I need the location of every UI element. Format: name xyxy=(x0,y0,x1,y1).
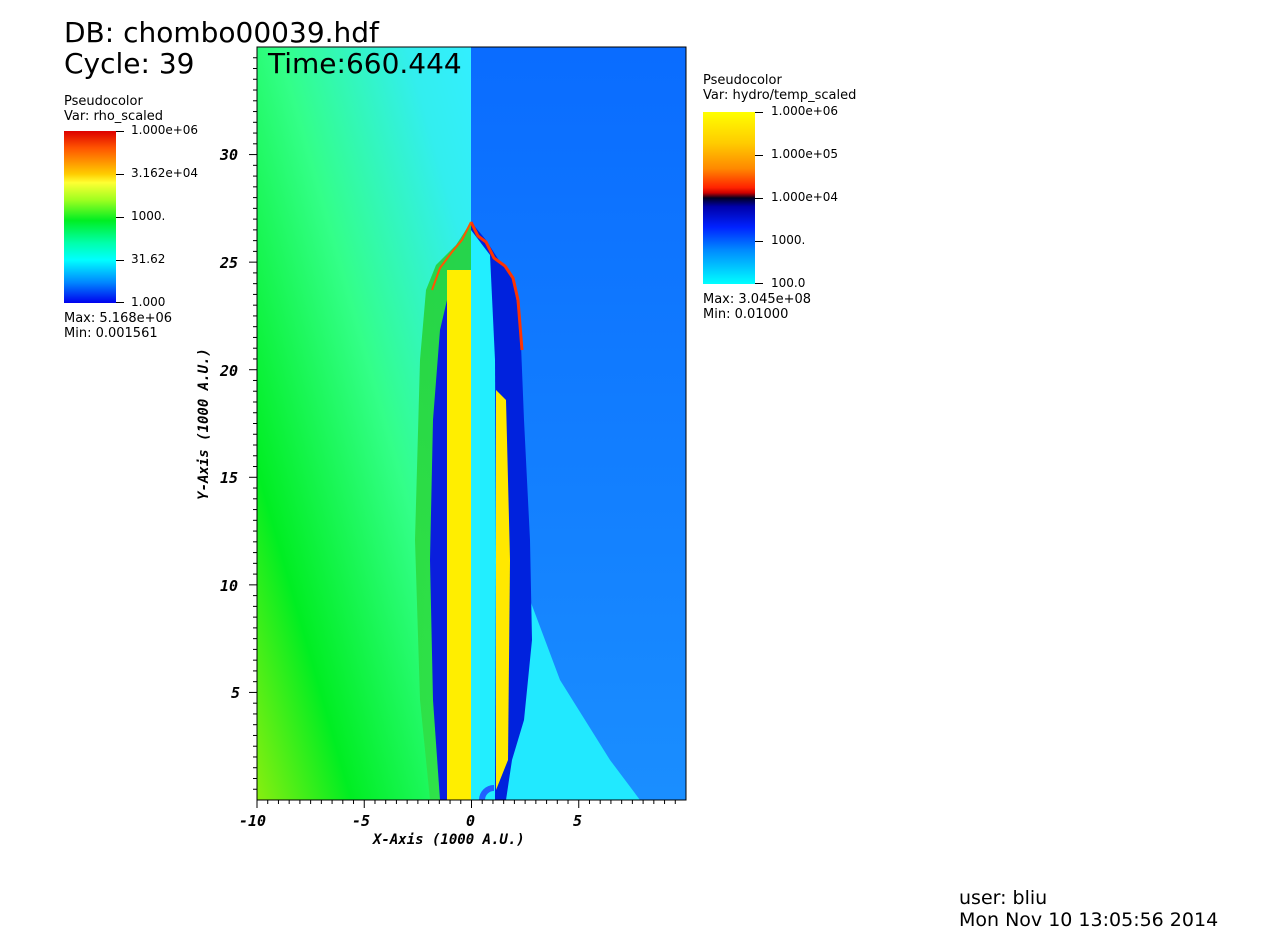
tick-label: 31.62 xyxy=(131,252,166,266)
density-jet-core xyxy=(447,270,471,800)
x-axis-ticks xyxy=(256,800,676,808)
tick-mark xyxy=(755,241,763,242)
tick-label: 1.000 xyxy=(131,295,166,309)
y-tick-label: 25 xyxy=(220,254,239,272)
y-axis-ticks xyxy=(249,57,257,790)
left-legend-max: Max: 5.168e+06 xyxy=(64,311,173,326)
x-axis-title: X-Axis (1000 A.U.) xyxy=(373,832,525,848)
jet-inlet xyxy=(479,785,495,801)
tick-mark xyxy=(116,260,124,261)
tick-mark xyxy=(116,131,124,132)
tick-label: 1.000e+06 xyxy=(771,104,839,118)
x-tick-label: 0 xyxy=(466,812,476,830)
tick-mark xyxy=(116,174,124,175)
tick-mark xyxy=(116,217,124,218)
tick-mark xyxy=(755,155,763,156)
right-legend-var: Var: hydro/temp_scaled xyxy=(703,88,857,103)
y-tick-label: 15 xyxy=(220,469,239,487)
x-tick-label: 5 xyxy=(573,812,583,830)
tick-mark xyxy=(755,283,763,284)
left-colorbar xyxy=(64,131,116,303)
density-shell xyxy=(430,300,447,800)
db-title: DB: chombo00039.hdf xyxy=(64,16,379,49)
y-tick-label: 5 xyxy=(231,684,241,702)
cycle-label: Cycle: 39 xyxy=(64,47,195,80)
y-axis-title: Y-Axis (1000 A.U.) xyxy=(196,348,212,500)
y-tick-label: 10 xyxy=(220,577,239,595)
left-legend-heading: Pseudocolor xyxy=(64,94,143,109)
y-tick-label: 30 xyxy=(220,146,239,164)
bow-shock-tip xyxy=(469,221,524,351)
x-tick-label: -10 xyxy=(239,812,267,830)
tick-label: 1.000e+04 xyxy=(771,190,839,204)
x-tick-label: -5 xyxy=(352,812,371,830)
left-legend-min: Min: 0.001561 xyxy=(64,326,158,341)
tick-mark xyxy=(755,112,763,113)
y-tick-label: 20 xyxy=(220,362,239,380)
right-legend-max: Max: 3.045e+08 xyxy=(703,292,812,307)
user-label: user: bliu xyxy=(959,887,1048,909)
right-colorbar xyxy=(703,112,755,284)
tick-label: 100.0 xyxy=(771,276,806,290)
tick-mark xyxy=(116,302,124,303)
right-legend-min: Min: 0.01000 xyxy=(703,307,789,322)
tick-mark xyxy=(755,198,763,199)
tick-label: 1.000e+05 xyxy=(771,147,839,161)
heatmap-field xyxy=(257,47,686,801)
timestamp-label: Mon Nov 10 13:05:56 2014 xyxy=(959,909,1219,931)
temperature-inner-jet xyxy=(471,230,496,800)
time-label: Time:660.444 xyxy=(268,47,462,80)
tick-label: 1000. xyxy=(771,233,806,247)
right-legend-heading: Pseudocolor xyxy=(703,73,782,88)
tick-label: 1.000e+06 xyxy=(131,123,199,137)
temperature-hot-shell xyxy=(496,390,510,790)
tick-label: 1000. xyxy=(131,209,166,223)
left-legend-var: Var: rho_scaled xyxy=(64,109,164,124)
density-shock-front xyxy=(431,221,472,291)
tick-label: 3.162e+04 xyxy=(131,166,199,180)
